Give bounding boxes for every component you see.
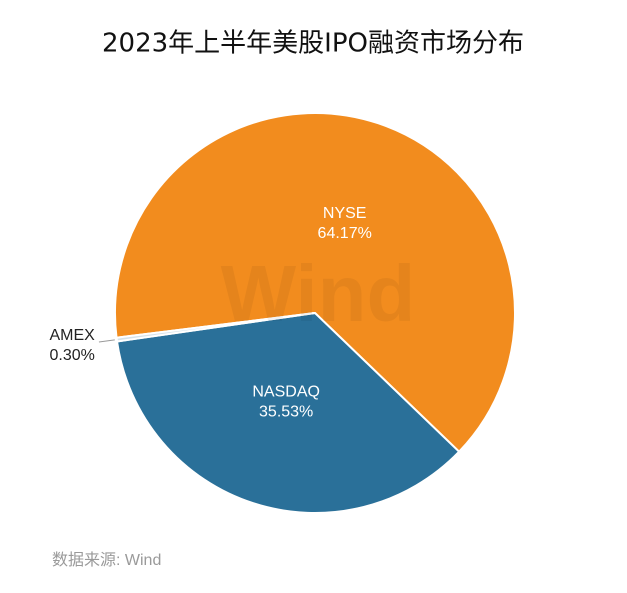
value-label: 35.53%: [259, 404, 313, 421]
chart-title: 2023年上半年美股IPO融资市场分布: [102, 29, 524, 59]
pie-slice: [114, 112, 516, 454]
slice-label: NASDAQ: [252, 384, 320, 401]
slice-label: NYSE: [323, 205, 367, 222]
leader-line: [98, 339, 115, 343]
slice-label: AMEX: [50, 327, 96, 344]
pie: [98, 112, 516, 514]
watermark: Wind: [221, 249, 416, 338]
pie-slice: [115, 311, 461, 514]
pie-slice: [115, 312, 316, 343]
value-label: 0.30%: [49, 347, 94, 364]
source-note: 数据来源: Wind: [52, 551, 161, 569]
value-label: 64.17%: [318, 225, 372, 242]
